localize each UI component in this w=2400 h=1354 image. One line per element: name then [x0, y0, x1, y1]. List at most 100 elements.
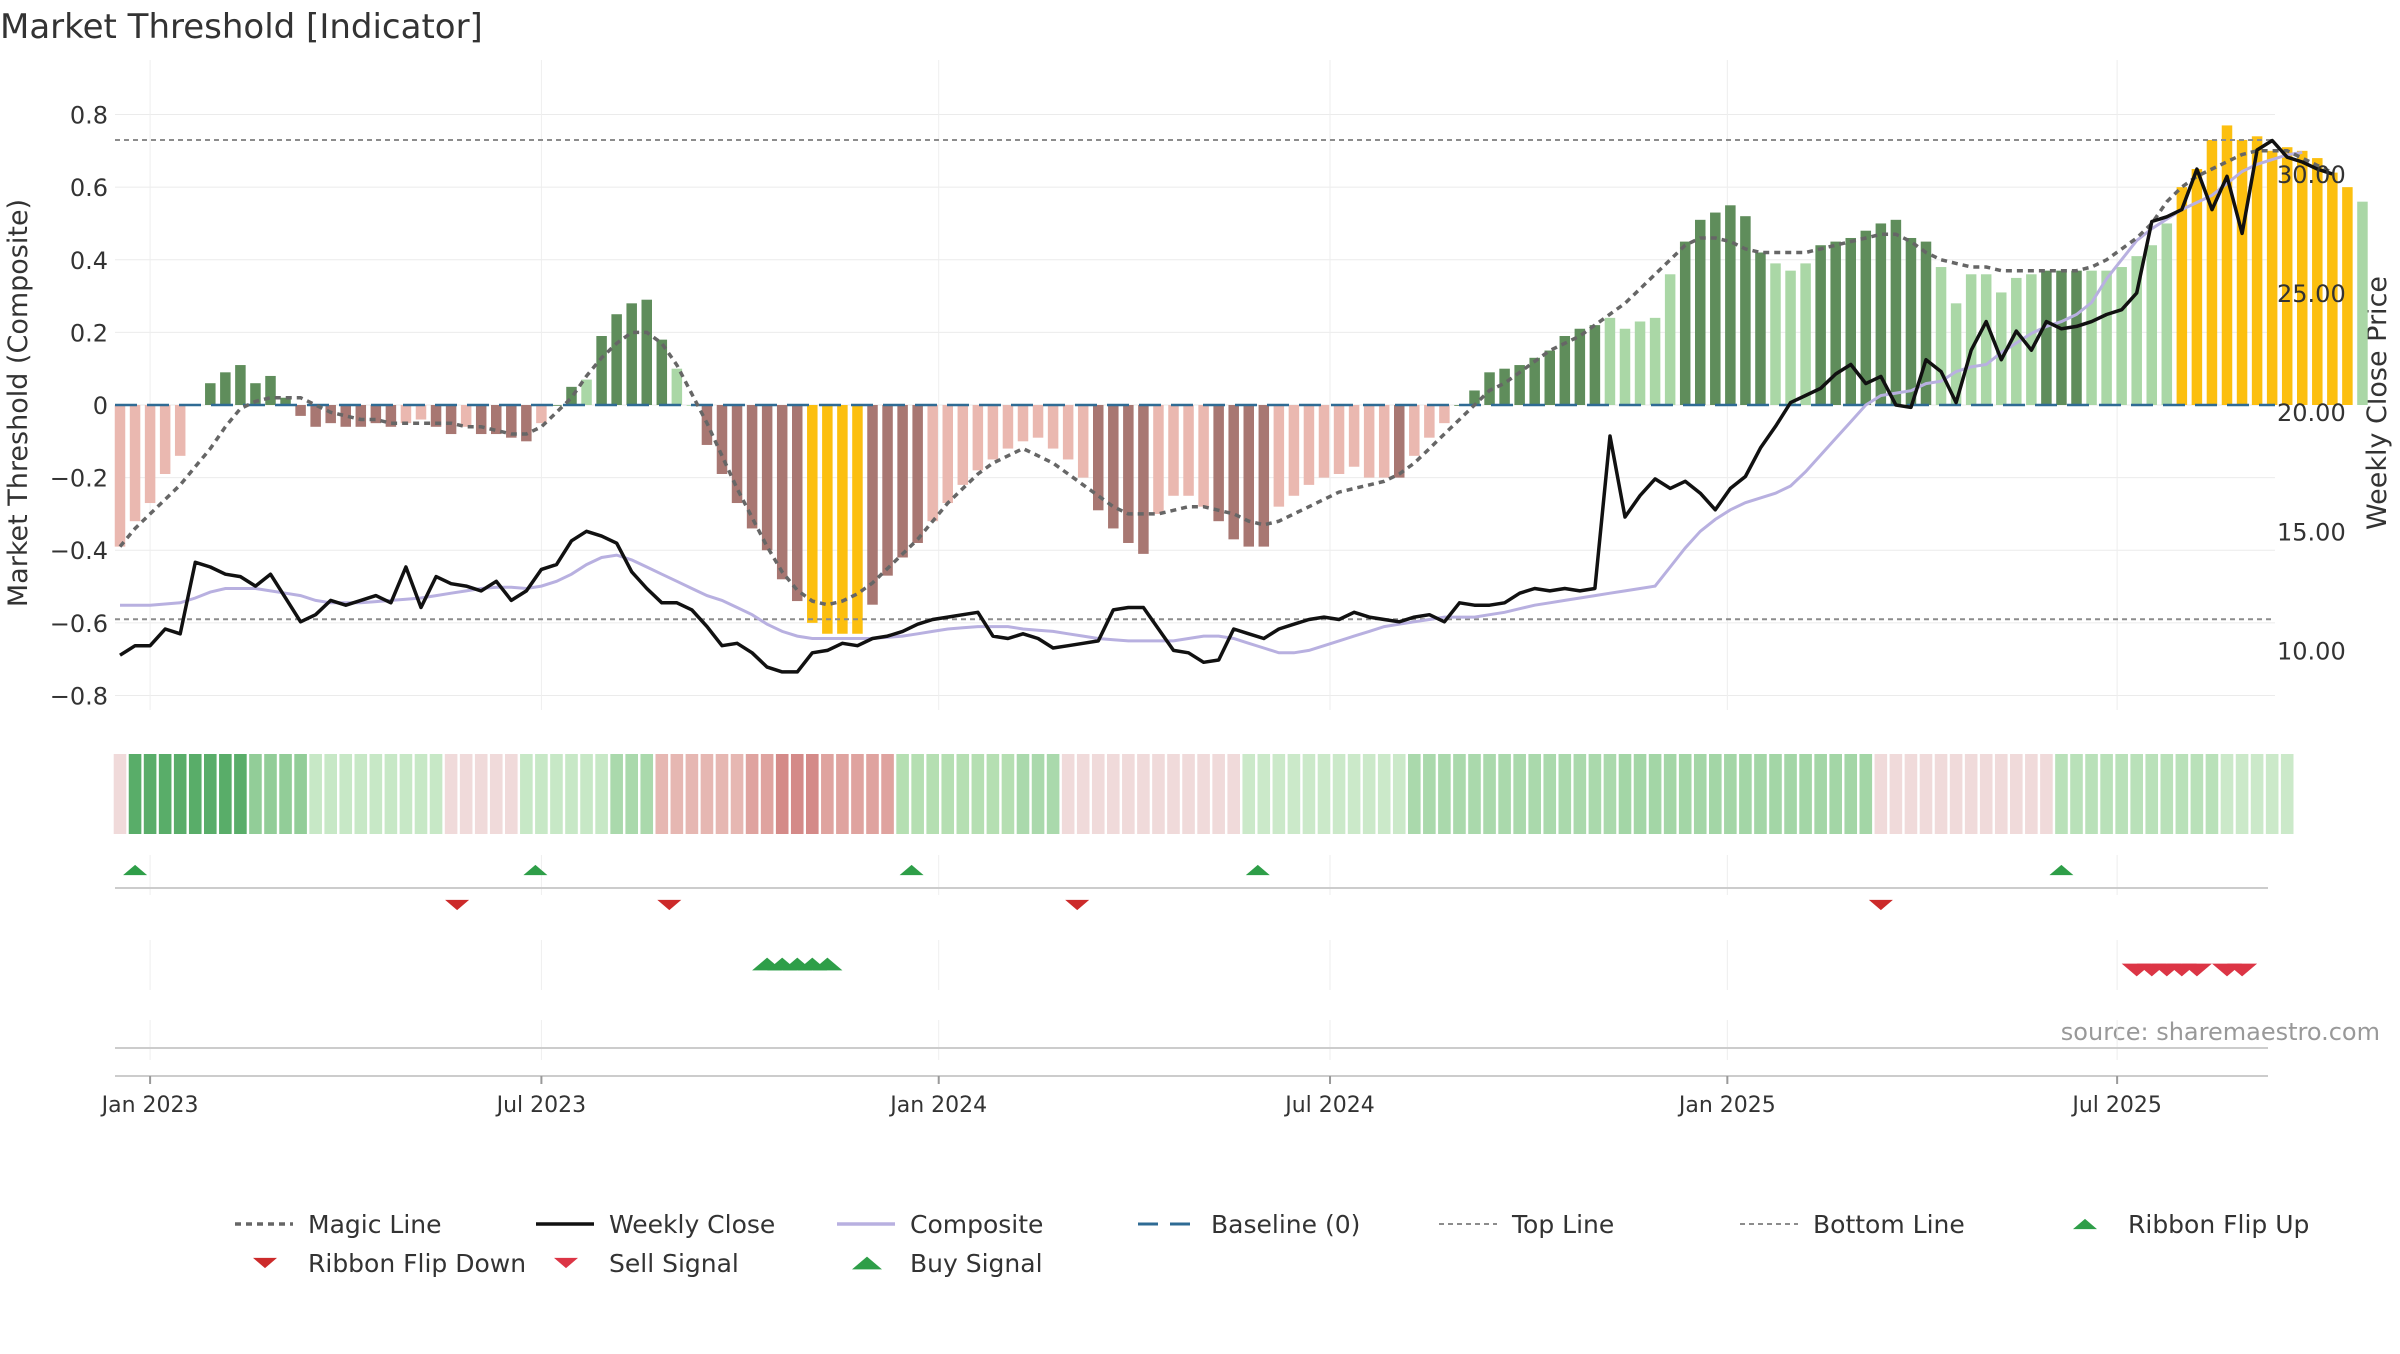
y-tick-label: −0.6	[50, 610, 108, 638]
ribbon-cell	[1875, 754, 1888, 834]
composite-bar	[1830, 242, 1841, 405]
composite-bar	[1033, 405, 1044, 438]
composite-bar	[1635, 321, 1646, 405]
composite-bar	[145, 405, 156, 503]
y-tick-label: 0.2	[70, 319, 108, 347]
ribbon-cell	[550, 754, 563, 834]
ribbon-cell	[731, 754, 744, 834]
composite-bar	[1018, 405, 1029, 441]
y-tick-label: −0.8	[50, 682, 108, 710]
composite-bar	[446, 405, 457, 434]
ribbon-cell	[2025, 754, 2038, 834]
ribbon-cell	[2221, 754, 2234, 834]
composite-bar	[912, 405, 923, 543]
ribbon-cell	[911, 754, 924, 834]
composite-bar	[2147, 245, 2158, 405]
ribbon-cell	[1679, 754, 1692, 834]
legend-label: Sell Signal	[609, 1249, 739, 1278]
y2-tick-label: 10.00	[2277, 637, 2346, 665]
composite-bar	[1334, 405, 1345, 474]
composite-bar	[416, 405, 427, 420]
composite-bar	[1605, 318, 1616, 405]
composite-bar	[762, 405, 773, 550]
ribbon-cell	[2115, 754, 2128, 834]
y2-tick-label: 30.00	[2277, 161, 2346, 189]
composite-bar	[1575, 329, 1586, 405]
composite-bar	[1244, 405, 1255, 547]
legend-swatch	[852, 1257, 882, 1270]
composite-bar	[1650, 318, 1661, 405]
ribbon-cell	[339, 754, 352, 834]
composite-bar	[2267, 151, 2278, 405]
y2-tick-label: 15.00	[2277, 518, 2346, 546]
composite-bar	[1319, 405, 1330, 478]
ribbon-cell	[1920, 754, 1933, 834]
composite-bar	[1740, 216, 1751, 405]
ribbon-cell	[761, 754, 774, 834]
ribbon-cell	[1032, 754, 1045, 834]
ribbon-cell	[1167, 754, 1180, 834]
ribbon-cell	[1498, 754, 1511, 834]
composite-bar	[1560, 336, 1571, 405]
ribbon-cell	[972, 754, 985, 834]
ribbon-cell	[1709, 754, 1722, 834]
ribbon-cell	[1047, 754, 1060, 834]
composite-bar	[1123, 405, 1134, 543]
ribbon-cell	[1288, 754, 1301, 834]
ribbon-cell	[776, 754, 789, 834]
ribbon-cell	[1559, 754, 1572, 834]
ribbon-cell	[1002, 754, 1015, 834]
composite-bar	[777, 405, 788, 579]
ribbon-cell	[1950, 754, 1963, 834]
ribbon-cell	[1649, 754, 1662, 834]
composite-bar	[897, 405, 908, 558]
ribbon-cell	[2206, 754, 2219, 834]
composite-bar	[2056, 271, 2067, 405]
composite-bar	[1665, 274, 1676, 405]
composite-bar	[1755, 253, 1766, 406]
composite-bar	[1003, 405, 1014, 449]
ribbon-cell	[385, 754, 398, 834]
composite-bar	[1228, 405, 1239, 539]
composite-bar	[1846, 238, 1857, 405]
ribbon-cell	[957, 754, 970, 834]
composite-bar	[1439, 405, 1450, 423]
y-tick-label: 0.8	[70, 102, 108, 130]
legend-label: Bottom Line	[1813, 1210, 1965, 1239]
ribbon-cell	[445, 754, 458, 834]
ribbon-cell	[2191, 754, 2204, 834]
ribbon-cell	[1212, 754, 1225, 834]
legend-swatch	[253, 1258, 277, 1268]
ribbon-cell	[2070, 754, 2083, 834]
composite-bar	[2177, 187, 2188, 405]
x-axis: Jan 2023 Jul 2023 Jan 2024 Jul 2024 Jan 2025…	[100, 1076, 2268, 1118]
composite-bar	[1529, 358, 1540, 405]
composite-bar	[1695, 220, 1706, 405]
composite-bar	[205, 383, 216, 405]
ribbon-cell	[279, 754, 292, 834]
ribbon-cell	[1589, 754, 1602, 834]
chart-canvas: Market Threshold [Indicator] Market Thre…	[0, 0, 2400, 1350]
composite-bar	[2357, 202, 2368, 405]
ribbon-flip-down-marker	[657, 900, 681, 910]
ribbon-cell	[460, 754, 473, 834]
ribbon-cell	[746, 754, 759, 834]
y2-tick-label: 25.00	[2277, 280, 2346, 308]
legend-label: Weekly Close	[609, 1210, 775, 1239]
ribbon-cell	[1197, 754, 1210, 834]
ribbon-cell	[1408, 754, 1421, 834]
ribbon-cell	[1634, 754, 1647, 834]
composite-bar	[927, 405, 938, 521]
ribbon-cell	[1905, 754, 1918, 834]
ribbon-cell	[1333, 754, 1346, 834]
ribbon-cell	[1604, 754, 1617, 834]
ribbon-cell	[1107, 754, 1120, 834]
composite-bar	[1289, 405, 1300, 496]
composite-bar	[521, 405, 532, 441]
ribbon-flip-up-marker	[1246, 865, 1270, 875]
composite-bar	[1906, 238, 1917, 405]
composite-bar	[1304, 405, 1315, 485]
legend-label: Ribbon Flip Up	[2128, 1210, 2309, 1239]
composite-bar	[626, 303, 637, 405]
ribbon-cell	[836, 754, 849, 834]
